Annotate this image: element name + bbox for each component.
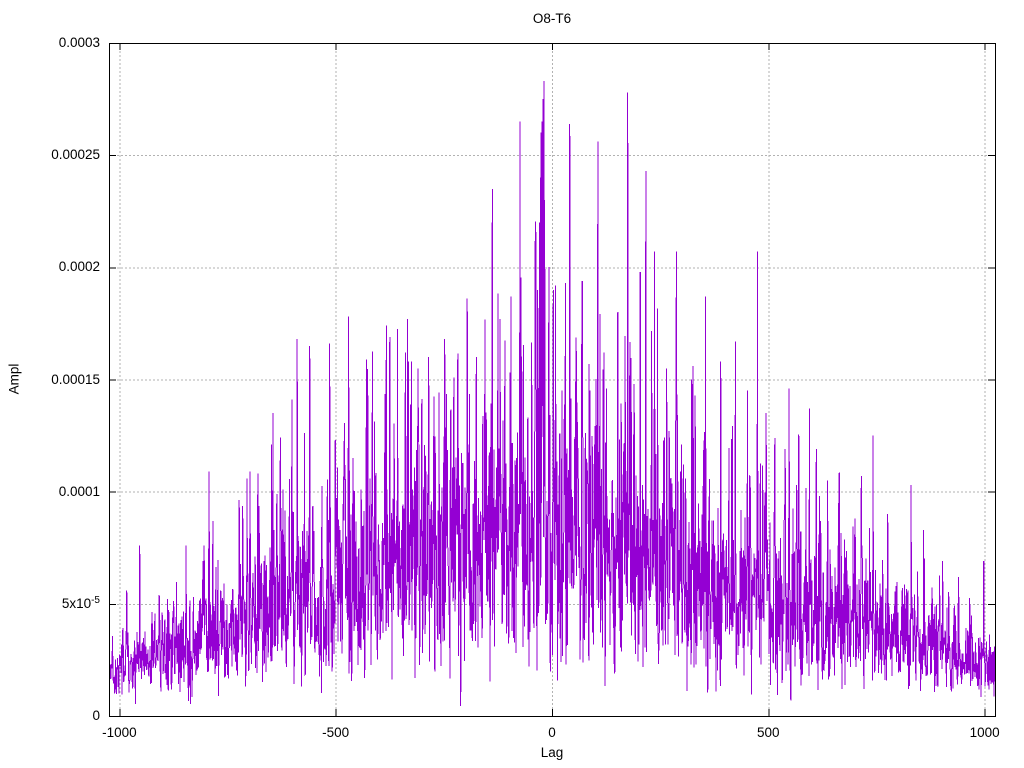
x-tick-label: 1000 — [969, 725, 1000, 740]
y-tick-label: 0 — [92, 708, 100, 723]
y-tick-label: 0.0003 — [58, 35, 100, 50]
x-tick-label: -500 — [322, 725, 350, 740]
data-series-line — [108, 81, 996, 706]
x-tick-label: 0 — [548, 725, 556, 740]
plot-border-and-ticks — [109, 43, 996, 717]
x-tick-label: 500 — [757, 725, 780, 740]
y-tick-label: 5x10-5 — [61, 594, 100, 611]
y-tick-label: 0.0001 — [58, 483, 100, 499]
x-tick-label: -1000 — [102, 725, 137, 740]
y-tick-exponent: -5 — [91, 594, 100, 606]
y-tick-label: 0.00015 — [51, 371, 100, 387]
chart-title: O8-T6 — [532, 11, 572, 26]
y-tick-label: 0.0002 — [58, 259, 100, 275]
y-tick-label: 0.00025 — [51, 147, 100, 163]
x-axis-title: Lag — [540, 745, 564, 760]
